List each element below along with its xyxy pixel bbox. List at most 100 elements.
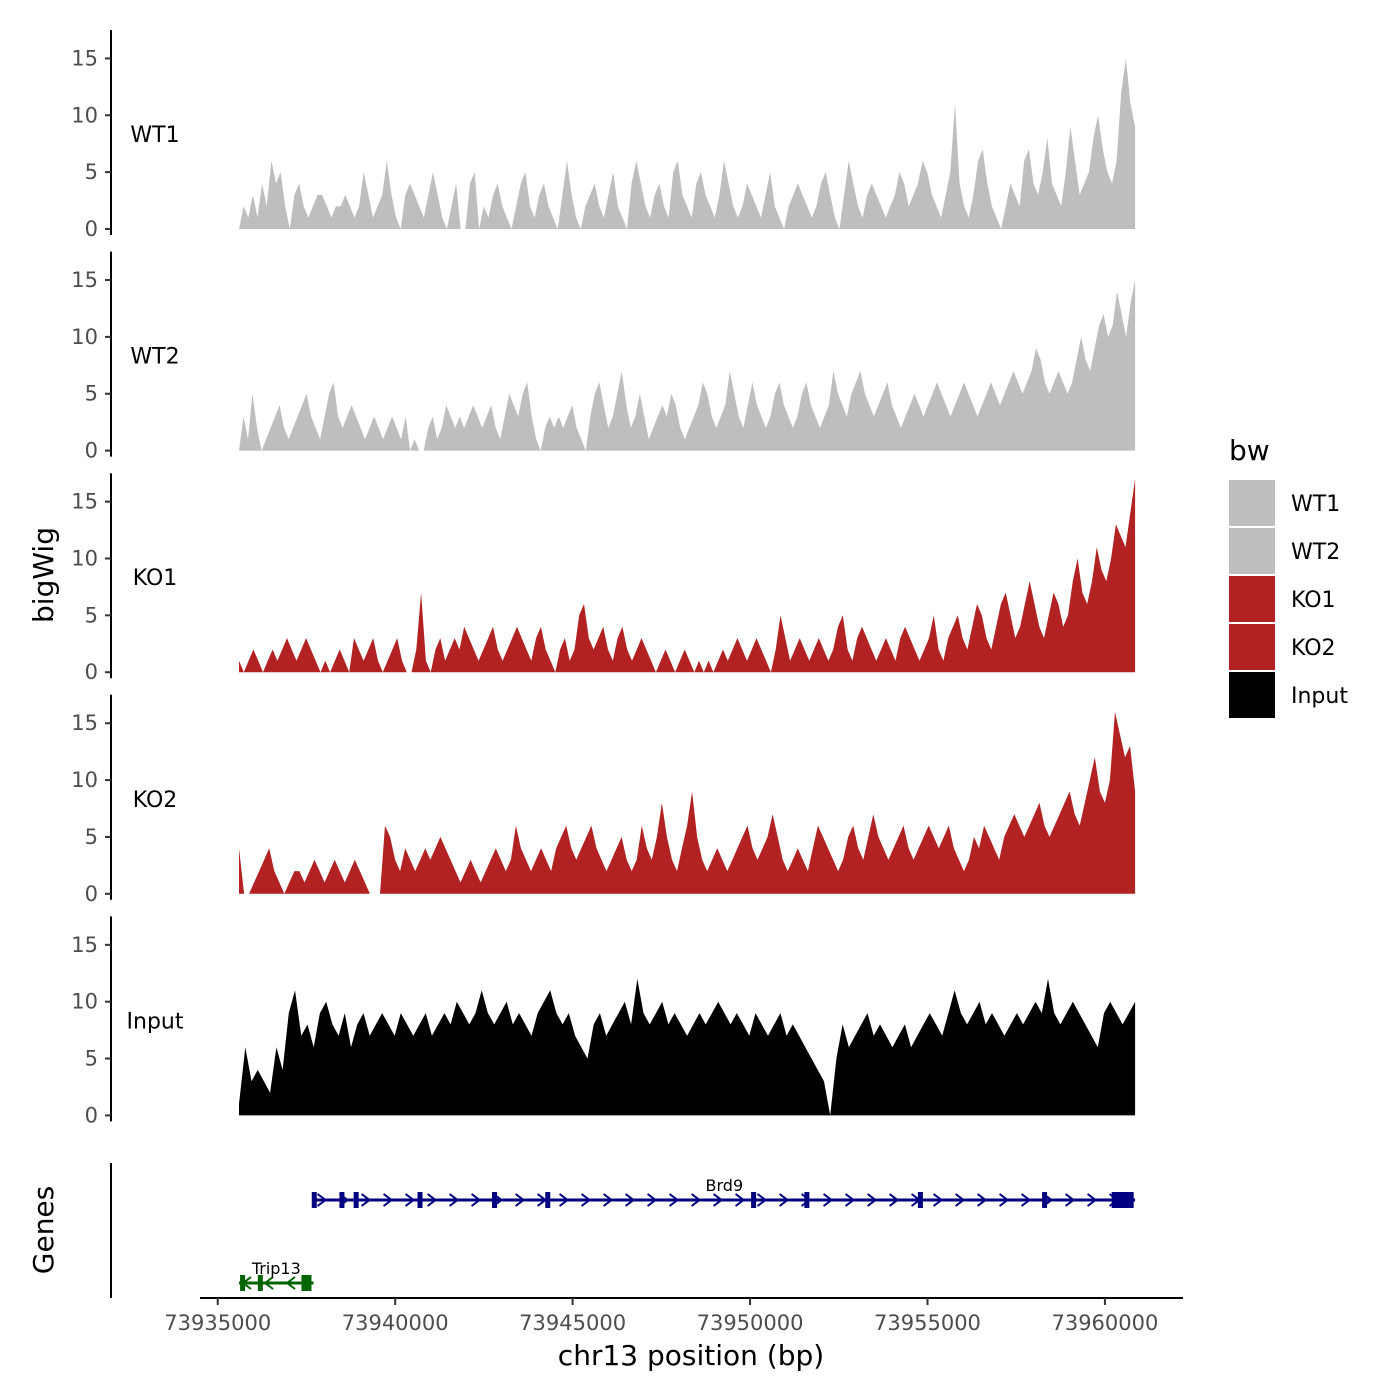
signal-area-input xyxy=(239,978,1136,1116)
genes-panel-title: Genes xyxy=(27,1186,60,1274)
y-tick-label: 10 xyxy=(71,325,98,349)
legend-title: bw xyxy=(1229,434,1270,467)
strand-arrow xyxy=(285,1276,296,1290)
y-tick-label: 15 xyxy=(71,933,98,957)
strand-arrow xyxy=(470,1193,482,1207)
gene-exon xyxy=(353,1192,359,1208)
gene-trip13: Trip13 xyxy=(239,1259,314,1291)
strand-arrow xyxy=(690,1193,702,1207)
y-tick-label: 0 xyxy=(85,439,98,463)
strand-arrow xyxy=(976,1193,988,1207)
gene-brd9: Brd9 xyxy=(311,1176,1136,1208)
y-axis-title: bigWig xyxy=(27,527,60,623)
gene-exon xyxy=(804,1192,810,1208)
gene-exon xyxy=(240,1275,246,1291)
strand-arrow xyxy=(514,1193,526,1207)
strand-arrow xyxy=(646,1193,658,1207)
legend-swatch-wt1 xyxy=(1229,480,1275,526)
track-label: KO2 xyxy=(133,788,178,813)
strand-arrow xyxy=(932,1193,944,1207)
signal-area-wt1 xyxy=(239,58,1136,230)
strand-arrow xyxy=(712,1193,724,1207)
y-tick-label: 10 xyxy=(71,990,98,1014)
legend-swatch-input xyxy=(1229,672,1275,718)
y-tick-label: 15 xyxy=(71,711,98,735)
x-tick-label: 73950000 xyxy=(697,1311,804,1335)
gene-exon xyxy=(257,1275,263,1291)
y-tick-label: 10 xyxy=(71,103,98,127)
strand-arrow xyxy=(1086,1193,1098,1207)
strand-arrow xyxy=(822,1193,834,1207)
track-panel-wt2: 0 5 10 15 WT2 xyxy=(71,251,1136,463)
strand-arrow xyxy=(866,1193,878,1207)
track-label: Input xyxy=(127,1009,184,1034)
x-tick-label: 73940000 xyxy=(342,1311,449,1335)
y-tick-label: 10 xyxy=(71,546,98,570)
y-tick-label: 5 xyxy=(85,825,98,849)
legend-swatch-wt2 xyxy=(1229,528,1275,574)
strand-arrow xyxy=(1064,1193,1076,1207)
gene-exon xyxy=(917,1192,923,1208)
gene-exon xyxy=(492,1192,498,1208)
genes-panel: Brd9 Trip13 xyxy=(110,1163,1183,1299)
y-tick-label: 5 xyxy=(85,160,98,184)
track-panel-ko2: 0 5 10 15 KO2 xyxy=(71,694,1136,906)
strand-arrow xyxy=(360,1193,372,1207)
x-axis: 73935000 73940000 73945000 73950000 73955000… xyxy=(164,1298,1158,1335)
track-panel-input: 0 5 10 15 Input xyxy=(71,916,1136,1127)
track-label: WT1 xyxy=(130,123,179,148)
y-tick-label: 5 xyxy=(85,603,98,627)
gene-label: Trip13 xyxy=(251,1259,301,1278)
strand-arrow xyxy=(580,1193,592,1207)
strand-arrow xyxy=(404,1193,416,1207)
strand-arrow xyxy=(382,1193,394,1207)
y-tick-label: 0 xyxy=(85,217,98,241)
x-axis-title: chr13 position (bp) xyxy=(558,1339,824,1372)
strand-arrow xyxy=(888,1193,900,1207)
strand-arrow xyxy=(558,1193,570,1207)
gene-label: Brd9 xyxy=(706,1176,744,1195)
gene-exon xyxy=(417,1192,423,1208)
strand-arrow xyxy=(756,1193,768,1207)
y-tick-label: 15 xyxy=(71,490,98,514)
track-label: WT2 xyxy=(130,345,179,370)
legend-swatch-ko1 xyxy=(1229,576,1275,622)
signal-area-ko2 xyxy=(239,711,1136,894)
y-tick-label: 5 xyxy=(85,382,98,406)
strand-arrow xyxy=(263,1276,274,1290)
legend-label: Input xyxy=(1291,684,1348,709)
strand-arrow xyxy=(602,1193,614,1207)
x-tick-label: 73960000 xyxy=(1051,1311,1158,1335)
gene-exon xyxy=(301,1275,312,1291)
legend-label: WT1 xyxy=(1291,492,1340,517)
strand-arrow xyxy=(668,1193,680,1207)
track-panel-wt1: 0 5 10 15 WT1 xyxy=(71,30,1136,241)
strand-arrow xyxy=(316,1193,328,1207)
x-tick-label: 73945000 xyxy=(519,1311,626,1335)
gene-exon xyxy=(1042,1192,1048,1208)
strand-arrow xyxy=(954,1193,966,1207)
gene-exon xyxy=(751,1192,757,1208)
signal-tracks: 0 5 10 15 WT1 0 5 10 15 WT2 0 5 10 15 KO1 0 5 10 15 KO2 0 5 10… xyxy=(71,30,1136,1127)
signal-area-wt2 xyxy=(239,280,1136,451)
track-panel-ko1: 0 5 10 15 KO1 xyxy=(71,473,1136,684)
strand-arrow xyxy=(448,1193,460,1207)
y-tick-label: 10 xyxy=(71,768,98,792)
strand-arrow xyxy=(426,1193,438,1207)
legend: bw WT1 WT2 KO1 KO2 Input xyxy=(1229,434,1348,718)
y-tick-label: 15 xyxy=(71,46,98,70)
legend-label: WT2 xyxy=(1291,540,1340,565)
track-label: KO1 xyxy=(133,566,178,591)
signal-area-ko1 xyxy=(239,478,1136,673)
strand-arrow xyxy=(844,1193,856,1207)
legend-label: KO2 xyxy=(1291,636,1336,661)
strand-arrow xyxy=(778,1193,790,1207)
y-tick-label: 15 xyxy=(71,268,98,292)
x-tick-label: 73935000 xyxy=(164,1311,271,1335)
y-tick-label: 0 xyxy=(85,1103,98,1127)
x-tick-label: 73955000 xyxy=(874,1311,981,1335)
strand-arrow xyxy=(1020,1193,1032,1207)
gene-exon xyxy=(1111,1192,1134,1208)
